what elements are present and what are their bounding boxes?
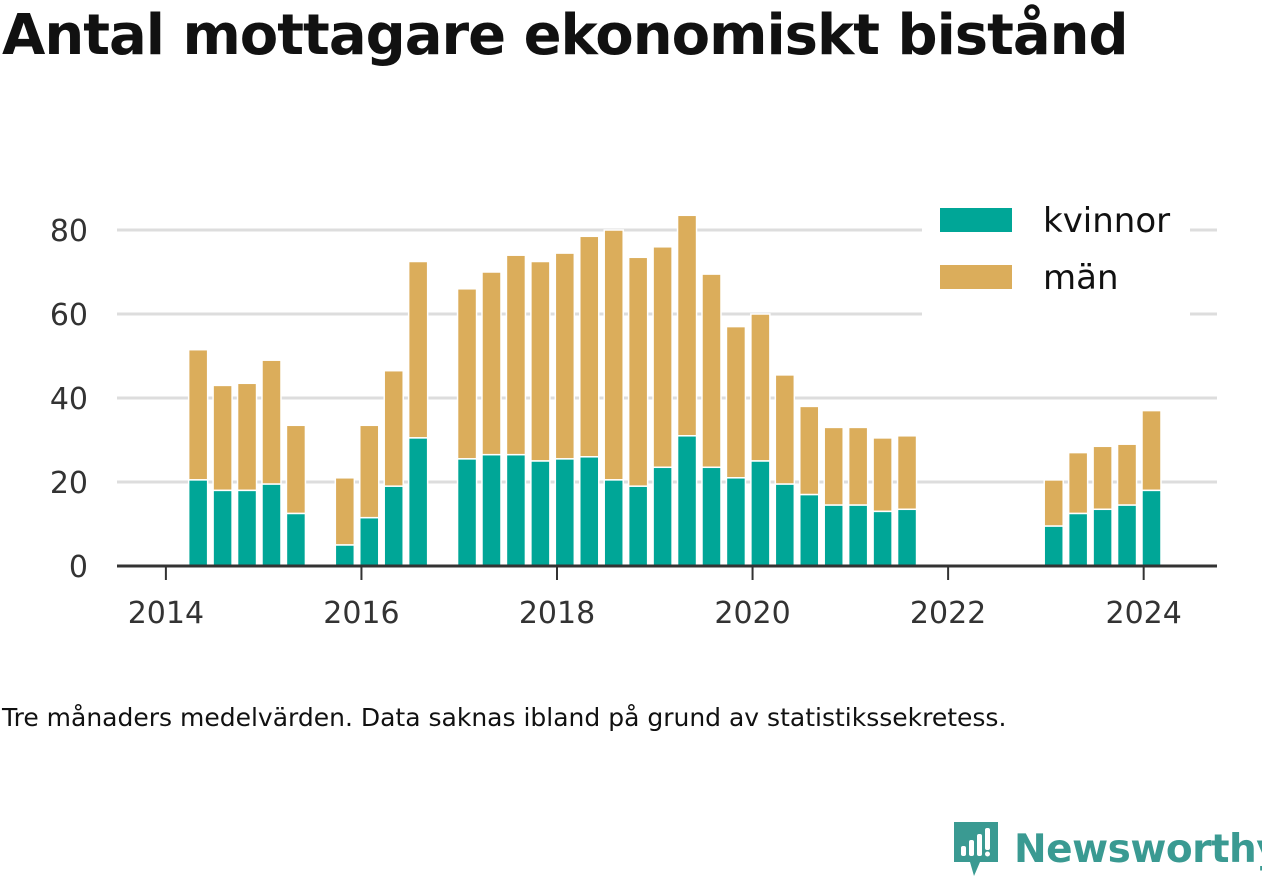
bar-man-28 bbox=[1043, 479, 1064, 527]
bar-man-1 bbox=[212, 384, 233, 492]
bar-kvinnor-7 bbox=[383, 485, 404, 567]
bar-man-12 bbox=[530, 260, 551, 462]
bar-kvinnor-23 bbox=[799, 493, 820, 567]
bar-man-6 bbox=[359, 424, 380, 519]
legend-label-1: män bbox=[1043, 258, 1119, 298]
bar-man-17 bbox=[652, 246, 673, 469]
chart-caption: Tre månaders medelvärden. Data saknas ib… bbox=[2, 703, 1007, 732]
bar-kvinnor-18 bbox=[676, 435, 698, 567]
bar-man-3 bbox=[261, 359, 282, 485]
legend-label-0: kvinnor bbox=[1043, 201, 1170, 241]
x-tick-label-2014: 2014 bbox=[128, 596, 204, 631]
y-tick-label-60: 60 bbox=[50, 298, 88, 333]
bar-man-4 bbox=[285, 424, 307, 515]
bar-man-11 bbox=[505, 254, 527, 456]
bar-man-31 bbox=[1116, 443, 1138, 506]
bar-kvinnor-1 bbox=[212, 489, 233, 567]
brand-name: Newsworthy bbox=[1014, 826, 1262, 872]
y-tick-label-20: 20 bbox=[50, 466, 88, 501]
x-tick-label-2024: 2024 bbox=[1105, 596, 1181, 631]
bar-kvinnor-26 bbox=[872, 510, 893, 567]
bar-man-21 bbox=[750, 313, 771, 462]
bar-man-20 bbox=[725, 325, 747, 479]
bar-man-32 bbox=[1141, 409, 1162, 492]
bar-kvinnor-8 bbox=[407, 437, 429, 567]
bar-kvinnor-17 bbox=[652, 466, 673, 567]
bar-man-29 bbox=[1067, 451, 1089, 515]
bar-man-16 bbox=[627, 256, 649, 487]
x-tick-label-2018: 2018 bbox=[519, 596, 595, 631]
x-tick-label-2016: 2016 bbox=[323, 596, 399, 631]
bar-kvinnor-25 bbox=[847, 504, 869, 567]
y-tick-label-0: 0 bbox=[69, 550, 88, 585]
bar-kvinnor-30 bbox=[1092, 508, 1113, 567]
y-tick-label-80: 80 bbox=[50, 214, 88, 249]
bar-kvinnor-0 bbox=[187, 479, 209, 567]
bar-man-22 bbox=[774, 374, 796, 485]
bar-man-14 bbox=[579, 235, 600, 458]
bar-man-23 bbox=[799, 405, 820, 496]
bar-man-26 bbox=[872, 437, 893, 513]
bar-kvinnor-5 bbox=[334, 544, 356, 567]
bar-kvinnor-3 bbox=[261, 483, 282, 567]
bar-kvinnor-14 bbox=[579, 456, 600, 567]
bar-kvinnor-4 bbox=[285, 512, 307, 567]
x-tick-label-2022: 2022 bbox=[910, 596, 986, 631]
x-tick-label-2020: 2020 bbox=[714, 596, 790, 631]
bar-kvinnor-31 bbox=[1116, 504, 1138, 567]
bar-kvinnor-6 bbox=[359, 516, 380, 567]
bar-kvinnor-9 bbox=[456, 458, 478, 567]
bar-kvinnor-19 bbox=[701, 466, 722, 567]
bar-man-19 bbox=[701, 273, 722, 469]
bar-man-7 bbox=[383, 369, 404, 487]
bar-man-5 bbox=[334, 477, 356, 546]
bar-man-27 bbox=[896, 435, 918, 511]
axes: 0 20 40 60 80 2014 2016 2018 2020 2022 2024 bbox=[50, 214, 1217, 631]
bar-man-0 bbox=[187, 348, 209, 481]
bar-kvinnor-32 bbox=[1141, 489, 1162, 567]
chart-title: Antal mottagare ekonomiskt bistånd bbox=[2, 3, 1129, 68]
y-tick-label-40: 40 bbox=[50, 382, 88, 417]
bar-kvinnor-28 bbox=[1043, 525, 1064, 567]
bar-man-8 bbox=[407, 260, 429, 439]
newsworthy-logo-icon bbox=[954, 822, 998, 876]
bar-kvinnor-24 bbox=[823, 504, 844, 567]
bar-kvinnor-15 bbox=[603, 479, 624, 567]
bar-man-24 bbox=[823, 426, 844, 506]
newsworthy-logo[interactable]: Newsworthy bbox=[950, 818, 1262, 880]
bar-kvinnor-11 bbox=[505, 453, 527, 567]
bar-kvinnor-12 bbox=[530, 460, 551, 567]
bar-man-13 bbox=[554, 252, 576, 460]
stacked-bar-chart: 0 20 40 60 80 2014 2016 2018 2020 2022 2024 kvinno… bbox=[50, 192, 1217, 631]
bar-man-2 bbox=[236, 382, 258, 492]
bar-man-25 bbox=[847, 426, 869, 506]
bar-kvinnor-20 bbox=[725, 477, 747, 567]
legend-swatch-0 bbox=[940, 208, 1012, 232]
legend-swatch-1 bbox=[940, 265, 1012, 289]
bar-kvinnor-2 bbox=[236, 489, 258, 567]
bar-man-15 bbox=[603, 229, 624, 481]
bar-kvinnor-22 bbox=[774, 483, 796, 567]
legend: kvinnor män bbox=[922, 192, 1190, 316]
bar-man-18 bbox=[676, 214, 698, 437]
bar-kvinnor-29 bbox=[1067, 512, 1089, 567]
bar-man-10 bbox=[481, 271, 502, 456]
bar-kvinnor-27 bbox=[896, 508, 918, 567]
bar-kvinnor-16 bbox=[627, 485, 649, 567]
bar-man-9 bbox=[456, 288, 478, 460]
bar-kvinnor-21 bbox=[750, 460, 771, 567]
bar-kvinnor-10 bbox=[481, 453, 502, 567]
bar-kvinnor-13 bbox=[554, 458, 576, 567]
bar-man-30 bbox=[1092, 445, 1113, 511]
